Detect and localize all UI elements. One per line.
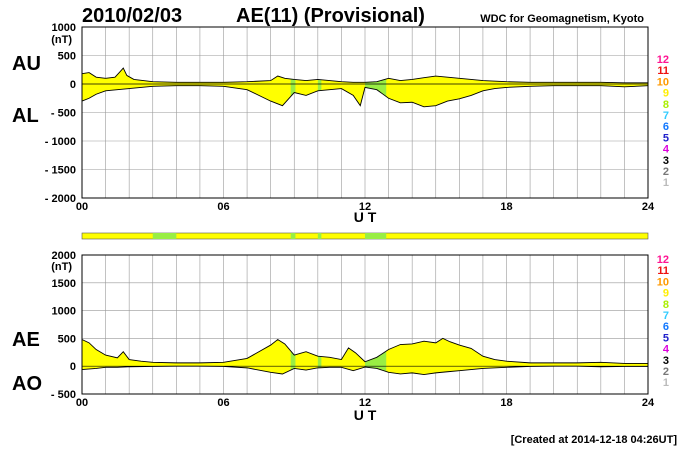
ae-ao-x-ticks: 00 06 12 18 24 xyxy=(76,397,655,409)
x-tick-label: 18 xyxy=(500,201,512,213)
station-count-label: 9 xyxy=(663,288,669,300)
quality-bar xyxy=(81,232,649,240)
y-tick-label: 2000 xyxy=(52,250,76,262)
x-tick-label: 12 xyxy=(359,397,371,409)
x-tick-label: 18 xyxy=(500,397,512,409)
quiet-band xyxy=(317,79,322,91)
au-al-panel: 1000 500 0 - 500 - 1000 - 1500 - 2000 00 06 12 18… xyxy=(12,22,655,225)
ae-ao-frame xyxy=(81,254,649,395)
envelope-fill xyxy=(82,338,648,375)
quality-bar-segment xyxy=(152,233,177,239)
y-tick-label: 1000 xyxy=(52,22,76,34)
series-ao-line xyxy=(81,365,648,375)
date-label: 2010/02/03 xyxy=(82,5,182,27)
y-tick-label: - 2000 xyxy=(45,193,76,205)
series-au-line xyxy=(81,67,648,84)
au-al-unit: (nT) xyxy=(51,34,72,46)
au-label: AU xyxy=(12,53,41,75)
y-tick-label: - 500 xyxy=(51,108,76,120)
station-count-label: 5 xyxy=(663,132,669,144)
quiet-band xyxy=(317,356,322,368)
station-count-label: 4 xyxy=(663,344,670,356)
station-count-label: 11 xyxy=(657,65,669,77)
x-tick-label: 00 xyxy=(76,201,88,213)
y-tick-label: 0 xyxy=(70,79,76,91)
quality-bar-segment xyxy=(290,233,296,239)
x-tick-label: 24 xyxy=(642,397,655,409)
au-al-frame xyxy=(81,26,649,199)
y-tick-label: - 1000 xyxy=(45,136,76,148)
chart-title: AE(11) (Provisional) xyxy=(236,5,425,27)
station-count-label: 12 xyxy=(657,54,669,66)
y-tick-label: 1500 xyxy=(52,278,76,290)
station-count-label: 12 xyxy=(657,254,669,266)
station-count-label: 10 xyxy=(657,276,669,288)
au-al-x-axis-label: U T xyxy=(354,209,377,225)
station-count-label: 7 xyxy=(663,310,669,322)
x-tick-label: 12 xyxy=(359,201,371,213)
au-al-y-ticks: 1000 500 0 - 500 - 1000 - 1500 - 2000 xyxy=(45,22,76,205)
quality-bar-segment xyxy=(365,233,387,239)
al-label: AL xyxy=(12,105,39,127)
station-count-label: 3 xyxy=(663,355,669,367)
x-tick-label: 24 xyxy=(642,201,655,213)
station-count-label: 9 xyxy=(663,88,669,100)
station-count-label: 10 xyxy=(657,76,669,88)
station-count-label: 7 xyxy=(663,110,669,122)
station-count-label: 4 xyxy=(663,144,670,156)
station-count-label: 1 xyxy=(663,377,669,389)
y-tick-label: 1000 xyxy=(52,306,76,318)
x-tick-label: 00 xyxy=(76,397,88,409)
created-timestamp: [Created at 2014-12-18 04:26UT] xyxy=(511,434,678,446)
station-count-label: 5 xyxy=(663,332,669,344)
quality-bar-segment xyxy=(317,233,322,239)
ae-ao-lines xyxy=(81,337,648,375)
station-count-label: 11 xyxy=(657,265,669,277)
station-count-label: 3 xyxy=(663,155,669,167)
y-tick-label: 500 xyxy=(58,333,76,345)
au-al-grid xyxy=(82,27,648,198)
y-tick-label: 0 xyxy=(70,361,76,373)
station-count-label: 2 xyxy=(663,366,669,378)
station-count-label: 6 xyxy=(663,321,669,333)
ao-label: AO xyxy=(12,373,42,395)
ae-ao-y-ticks: 2000 1500 1000 500 0 - 500 xyxy=(51,250,76,401)
ae-label: AE xyxy=(12,329,40,351)
x-tick-label: 06 xyxy=(217,201,229,213)
source-label: WDC for Geomagnetism, Kyoto xyxy=(480,13,644,25)
ae-ao-unit: (nT) xyxy=(51,261,72,273)
station-count-label: 6 xyxy=(663,121,669,133)
station-count-label: 8 xyxy=(663,299,669,311)
station-count-label: 1 xyxy=(663,177,669,189)
y-tick-label: - 500 xyxy=(51,389,76,401)
ae-ao-panel: 2000 1500 1000 500 0 - 500 00 06 12 18 24 (nT) AE… xyxy=(12,250,655,423)
y-tick-label: - 1500 xyxy=(45,165,76,177)
au-al-lines xyxy=(81,67,649,108)
ae-ao-fill xyxy=(82,338,648,375)
station-count-label: 2 xyxy=(663,166,669,178)
station-count-label: 8 xyxy=(663,99,669,111)
series-al-line xyxy=(81,85,649,108)
ae-ao-x-axis-label: U T xyxy=(354,407,377,423)
ae-ao-grid xyxy=(82,255,648,394)
x-tick-label: 06 xyxy=(217,397,229,409)
quiet-band xyxy=(290,350,296,371)
au-al-x-ticks: 00 06 12 18 24 xyxy=(76,201,655,213)
series-ae-line xyxy=(81,337,648,364)
y-tick-label: 500 xyxy=(58,51,76,63)
